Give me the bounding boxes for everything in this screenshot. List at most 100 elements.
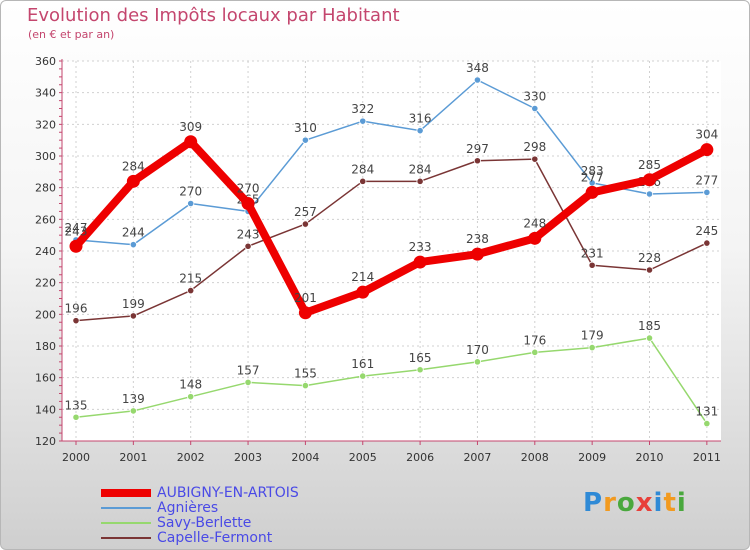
data-label-capelle-fermont: 284 bbox=[351, 162, 374, 176]
data-label-capelle-fermont: 215 bbox=[179, 272, 202, 286]
y-tick-label: 260 bbox=[35, 213, 56, 226]
data-label-savy-berlette: 157 bbox=[237, 363, 260, 377]
data-point-aubigny-en-artois bbox=[241, 197, 255, 210]
logo-letter: i bbox=[653, 488, 664, 518]
data-label-aubigny-en-artois: 238 bbox=[466, 232, 489, 246]
data-point-agni-res bbox=[359, 117, 367, 125]
series-line-aubigny-en-artois bbox=[72, 137, 711, 317]
legend-swatch bbox=[101, 522, 151, 524]
data-label-capelle-fermont: 243 bbox=[237, 227, 260, 241]
data-point-capelle-fermont bbox=[72, 317, 80, 325]
data-point-capelle-fermont bbox=[703, 239, 711, 247]
logo-letter: r bbox=[603, 488, 617, 518]
data-label-aubigny-en-artois: 270 bbox=[237, 182, 260, 196]
y-tick-label: 180 bbox=[35, 340, 56, 353]
legend-swatch bbox=[101, 537, 151, 539]
data-point-agni-res bbox=[531, 104, 539, 113]
x-tick-label: 2006 bbox=[406, 451, 434, 464]
data-point-agni-res bbox=[187, 199, 195, 208]
data-label-savy-berlette: 170 bbox=[466, 343, 489, 357]
x-tick-label: 2009 bbox=[578, 451, 606, 464]
data-point-savy-berlette bbox=[359, 372, 367, 380]
data-point-savy-berlette bbox=[72, 413, 80, 421]
logo-letter: x bbox=[635, 488, 654, 518]
data-point-agni-res bbox=[416, 127, 424, 135]
data-label-agni-res: 244 bbox=[122, 226, 145, 240]
data-label-savy-berlette: 139 bbox=[122, 392, 145, 406]
data-label-aubigny-en-artois: 284 bbox=[122, 159, 145, 173]
data-point-savy-berlette bbox=[588, 343, 596, 352]
logo-letter: t bbox=[663, 488, 677, 518]
data-point-aubigny-en-artois bbox=[585, 185, 599, 199]
legend-label: Savy-Berlette bbox=[157, 515, 252, 531]
x-tick-label: 2002 bbox=[177, 451, 205, 464]
y-tick-label: 240 bbox=[35, 245, 56, 258]
data-label-aubigny-en-artois: 309 bbox=[179, 120, 202, 134]
data-point-agni-res bbox=[645, 190, 654, 198]
data-point-capelle-fermont bbox=[588, 261, 596, 269]
data-label-savy-berlette: 148 bbox=[179, 378, 202, 392]
plot-area bbox=[62, 61, 721, 441]
data-label-savy-berlette: 176 bbox=[523, 333, 546, 347]
data-label-aubigny-en-artois: 248 bbox=[523, 216, 546, 230]
data-label-savy-berlette: 155 bbox=[294, 367, 317, 381]
data-point-agni-res bbox=[703, 188, 711, 197]
data-point-capelle-fermont bbox=[416, 177, 424, 185]
data-point-aubigny-en-artois bbox=[413, 255, 427, 269]
y-tick-label: 360 bbox=[35, 55, 56, 68]
data-label-savy-berlette: 179 bbox=[581, 329, 604, 343]
data-label-agni-res: 348 bbox=[466, 61, 489, 75]
data-point-agni-res bbox=[129, 241, 137, 249]
y-tick-label: 300 bbox=[35, 150, 56, 163]
data-label-capelle-fermont: 297 bbox=[466, 142, 489, 156]
data-label-savy-berlette: 161 bbox=[351, 357, 374, 371]
proxiti-logo: Proxiti bbox=[583, 488, 687, 518]
data-label-capelle-fermont: 199 bbox=[122, 297, 145, 311]
y-tick-label: 340 bbox=[35, 87, 56, 100]
data-point-capelle-fermont bbox=[359, 177, 367, 185]
data-point-aubigny-en-artois bbox=[643, 173, 656, 187]
data-label-capelle-fermont: 228 bbox=[638, 251, 661, 265]
data-label-aubigny-en-artois: 201 bbox=[294, 291, 317, 305]
x-tick-label: 2011 bbox=[693, 451, 721, 464]
data-label-agni-res: 270 bbox=[179, 185, 202, 199]
data-label-aubigny-en-artois: 233 bbox=[409, 240, 432, 254]
data-label-capelle-fermont: 257 bbox=[294, 205, 317, 219]
y-tick-label: 320 bbox=[35, 118, 56, 131]
data-label-capelle-fermont: 298 bbox=[523, 140, 546, 154]
data-point-savy-berlette bbox=[129, 407, 137, 415]
y-tick-label: 160 bbox=[35, 372, 56, 385]
x-tick-label: 2004 bbox=[291, 451, 319, 464]
data-label-agni-res: 247 bbox=[65, 221, 88, 235]
x-tick-label: 2010 bbox=[636, 451, 664, 464]
data-label-aubigny-en-artois: 277 bbox=[581, 170, 604, 184]
data-point-savy-berlette bbox=[473, 358, 482, 366]
data-label-agni-res: 277 bbox=[695, 173, 718, 187]
data-label-agni-res: 283 bbox=[581, 164, 604, 178]
data-point-savy-berlette bbox=[703, 419, 711, 428]
data-label-savy-berlette: 165 bbox=[409, 351, 432, 365]
x-tick-label: 2000 bbox=[62, 451, 90, 464]
series-line-capelle-fermont bbox=[75, 158, 708, 322]
data-point-agni-res bbox=[473, 76, 482, 84]
data-label-agni-res: 330 bbox=[523, 90, 546, 104]
data-point-capelle-fermont bbox=[531, 155, 539, 163]
y-tick-label: 280 bbox=[35, 182, 56, 195]
series-line-savy-berlette bbox=[75, 337, 708, 425]
data-point-savy-berlette bbox=[244, 378, 252, 387]
data-point-savy-berlette bbox=[531, 348, 539, 356]
data-point-savy-berlette bbox=[645, 334, 654, 342]
x-tick-label: 2001 bbox=[119, 451, 147, 464]
data-point-savy-berlette bbox=[301, 381, 309, 390]
y-tick-label: 140 bbox=[35, 403, 56, 416]
data-point-capelle-fermont bbox=[187, 286, 195, 295]
legend-swatch bbox=[101, 507, 151, 509]
data-label-capelle-fermont: 284 bbox=[409, 162, 432, 176]
data-label-aubigny-en-artois: 285 bbox=[638, 158, 661, 172]
data-label-agni-res: 310 bbox=[294, 121, 317, 135]
data-label-agni-res: 316 bbox=[409, 112, 432, 126]
y-tick-label: 220 bbox=[35, 277, 56, 290]
data-label-capelle-fermont: 231 bbox=[581, 246, 604, 260]
